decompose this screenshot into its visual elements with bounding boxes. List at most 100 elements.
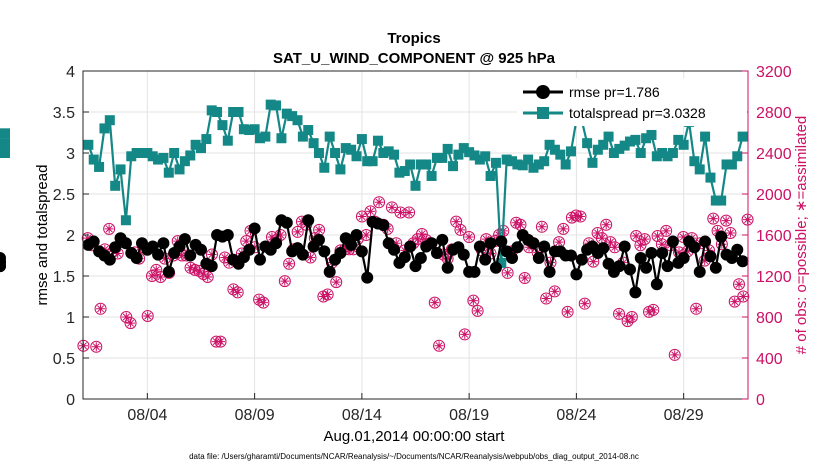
obs-assimilated-point	[91, 342, 101, 352]
rmse-point	[506, 251, 519, 264]
axis-ticks: 0 0.5 1 1.5 2 2.5 3 3.5 4 0 400 800 1200 1600 2000 2400…	[53, 64, 792, 424]
totalspread-point	[346, 144, 357, 155]
totalspread-point	[694, 164, 705, 175]
obs-possible-point	[690, 302, 703, 315]
tick-label-right: 800	[756, 310, 783, 327]
obs-assimilated-point	[143, 311, 153, 321]
rmse-point	[484, 237, 497, 250]
legend-rmse-marker	[536, 85, 550, 99]
totalspread-point	[533, 159, 544, 170]
totalspread-point	[163, 167, 174, 178]
totalspread-point	[0, 143, 10, 154]
tick-label-left: 1	[66, 310, 75, 327]
tick-label-right: 2000	[756, 187, 792, 204]
obs-possible-point	[231, 286, 244, 299]
obs-assimilated-point	[614, 309, 624, 319]
obs-assimilated-point	[481, 234, 491, 244]
totalspread-point	[0, 128, 10, 139]
rmse-point	[302, 214, 315, 227]
obs-assimilated-point	[597, 233, 607, 243]
obs-possible-point	[720, 214, 733, 227]
obs-assimilated-point	[575, 212, 585, 222]
obs-assimilated-point	[708, 214, 718, 224]
totalspread-point	[324, 131, 335, 142]
totalspread-point	[158, 152, 169, 163]
obs-possible-point	[548, 285, 561, 298]
totalspread-point	[710, 195, 721, 206]
rmse-point	[688, 241, 701, 254]
totalspread-point	[238, 124, 249, 135]
rmse-point	[194, 243, 207, 256]
obs-possible-point	[707, 212, 720, 225]
obs-possible-point	[625, 311, 638, 323]
obs-possible-point	[668, 348, 681, 361]
rmse-point	[473, 240, 486, 253]
obs-assimilated-point	[207, 249, 217, 259]
obs-assimilated-point	[691, 304, 701, 314]
obs-assimilated-point	[400, 245, 410, 255]
obs-assimilated-point	[100, 244, 110, 254]
obs-possible-point	[257, 296, 270, 309]
obs-assimilated-point	[83, 233, 93, 243]
obs-assimilated-point	[563, 307, 573, 317]
rmse-point	[296, 248, 309, 261]
obs-assimilated-point	[537, 222, 547, 232]
totalspread-point	[458, 143, 469, 154]
obs-assimilated-point	[280, 276, 290, 286]
obs-assimilated-point	[96, 304, 106, 314]
rmse-point	[640, 261, 653, 274]
totalspread-point	[297, 131, 308, 142]
obs-assimilated-point	[515, 220, 525, 230]
obs-assimilated-point	[571, 211, 581, 221]
totalspread-point	[394, 167, 405, 178]
obs-assimilated-point	[186, 263, 196, 273]
rmse-point	[130, 251, 143, 264]
rmse-point	[575, 253, 588, 266]
totalspread-point	[260, 131, 271, 142]
tick-label-right: 400	[756, 351, 783, 368]
tick-label-left: 0	[66, 392, 75, 409]
obs-assimilated-point	[503, 268, 513, 278]
totalspread-point	[276, 133, 287, 144]
obs-assimilated-point	[593, 228, 603, 238]
obs-possible-point	[557, 222, 570, 235]
totalspread-point	[399, 166, 410, 177]
totalspread-point	[389, 149, 400, 160]
rmse-point	[436, 233, 449, 246]
tick-label-right: 1600	[756, 228, 792, 245]
totalspread-point	[431, 152, 442, 163]
rmse-point	[479, 253, 492, 266]
tick-label-right: 0	[756, 392, 765, 409]
obs-assimilated-point	[113, 248, 123, 258]
totalspread-point	[737, 131, 748, 142]
obs-assimilated-point	[151, 265, 161, 275]
totalspread-point	[110, 180, 121, 191]
tick-label-x: 08/14	[342, 407, 382, 424]
totalspread-point	[421, 159, 432, 170]
tick-label-right: 3200	[756, 64, 792, 81]
obs-assimilated-point	[464, 232, 474, 242]
rmse-point	[350, 229, 363, 241]
totalspread-point	[657, 148, 668, 158]
obs-assimilated-point	[228, 284, 238, 294]
rmse-point	[495, 235, 508, 248]
obs-assimilated-point	[567, 213, 577, 223]
obs-assimilated-point	[670, 350, 680, 360]
rmse-point	[152, 248, 165, 261]
totalspread-point	[303, 125, 314, 136]
tick-label-x: 08/29	[664, 407, 704, 424]
rmse-point	[334, 247, 347, 260]
obs-assimilated-point	[485, 248, 495, 258]
rmse-point	[645, 247, 658, 260]
y-axis-label-right: # of obs: o=possible; ∗=assimilated	[793, 116, 810, 355]
rmse-point	[527, 237, 540, 250]
legend-totalspread-marker	[537, 107, 549, 119]
obs-possible-point	[330, 276, 343, 289]
totalspread-point	[104, 115, 115, 126]
obs-possible-point	[227, 283, 240, 296]
totalspread-point	[448, 161, 459, 172]
obs-possible-point	[647, 303, 660, 316]
totalspread-point	[474, 154, 485, 165]
totalspread-point	[195, 143, 206, 154]
y-axis-label-left: rmse and totalspread	[34, 165, 51, 306]
